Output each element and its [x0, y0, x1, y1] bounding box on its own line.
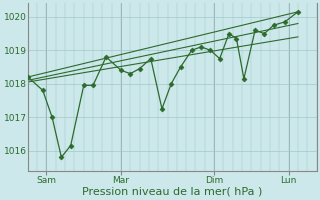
X-axis label: Pression niveau de la mer( hPa ): Pression niveau de la mer( hPa ) — [82, 187, 262, 197]
